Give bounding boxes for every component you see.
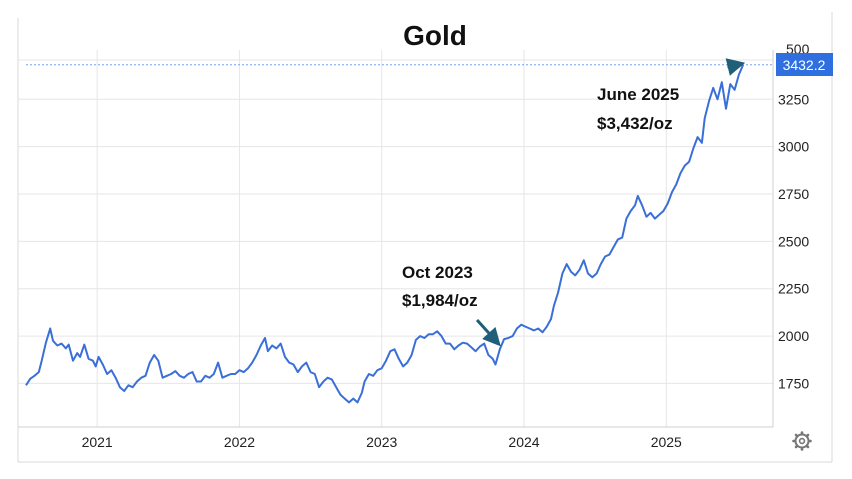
y-tick-label: 2250 (778, 281, 809, 297)
x-tick-label: 2021 (82, 434, 113, 450)
annotation-oct-2023-arrow (477, 320, 498, 344)
annotation-june-2025-arrow (727, 64, 741, 67)
annotation-oct-2023-price: $1,984/oz (402, 291, 478, 310)
y-tick-label: 2500 (778, 233, 809, 249)
x-tick-label: 2022 (224, 434, 255, 450)
annotation-oct-2023: Oct 2023 $1,984/oz (402, 263, 498, 344)
annotation-june-2025: June 2025 $3,432/oz (597, 64, 742, 133)
x-axis: 2021 2022 2023 2024 2025 (82, 434, 683, 450)
y-tick-label: 3000 (778, 139, 809, 155)
grid (18, 50, 773, 427)
annotation-june-2025-date: June 2025 (597, 85, 679, 104)
y-tick-label: 1750 (778, 375, 809, 391)
annotation-oct-2023-date: Oct 2023 (402, 263, 473, 282)
last-value-label: 3432.2 (783, 57, 826, 73)
x-tick-label: 2024 (508, 434, 539, 450)
y-tick-label: 2000 (778, 328, 809, 344)
chart-title: Gold (403, 20, 467, 51)
gear-icon[interactable] (794, 433, 811, 450)
annotation-june-2025-price: $3,432/oz (597, 114, 673, 133)
y-tick-label: 3250 (778, 91, 809, 107)
y-tick-label: 2750 (778, 186, 809, 202)
x-tick-label: 2025 (651, 434, 682, 450)
y-axis: 1750 2000 2250 2500 2750 3000 3250 (778, 91, 809, 391)
x-tick-label: 2023 (366, 434, 397, 450)
